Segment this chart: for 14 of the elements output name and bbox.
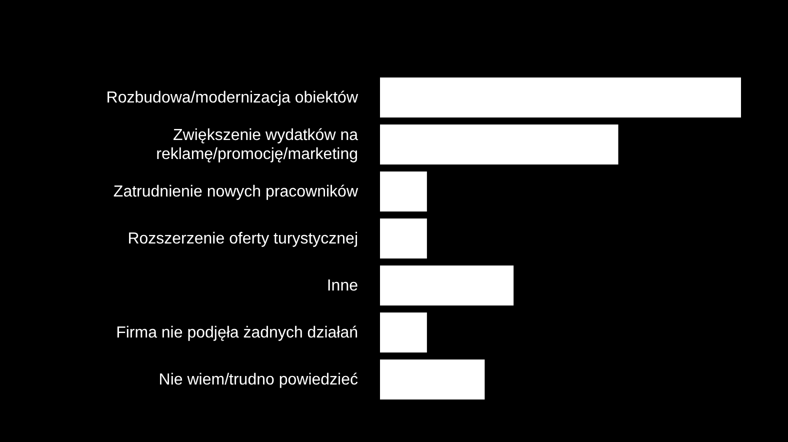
bar: [380, 172, 427, 212]
y-tick-label: Rozszerzenie oferty turystycznej: [128, 230, 358, 247]
bar: [380, 78, 741, 118]
bar: [380, 360, 485, 400]
y-tick-label: Zatrudnienie nowych pracowników: [113, 183, 358, 200]
y-tick-label: Rozbudowa/modernizacja obiektów: [106, 89, 358, 106]
y-tick-label: Inne: [326, 277, 358, 294]
bar: [380, 266, 514, 306]
y-tick-label: Firma nie podjęła żadnych działań: [116, 324, 358, 341]
y-tick-label: Nie wiem/trudno powiedzieć: [158, 371, 358, 388]
bar: [380, 312, 427, 352]
bar: [380, 218, 427, 258]
y-tick-label: Zwiększenie wydatków na reklamę/promocję/marketing: [156, 126, 358, 162]
bar: [380, 124, 618, 164]
